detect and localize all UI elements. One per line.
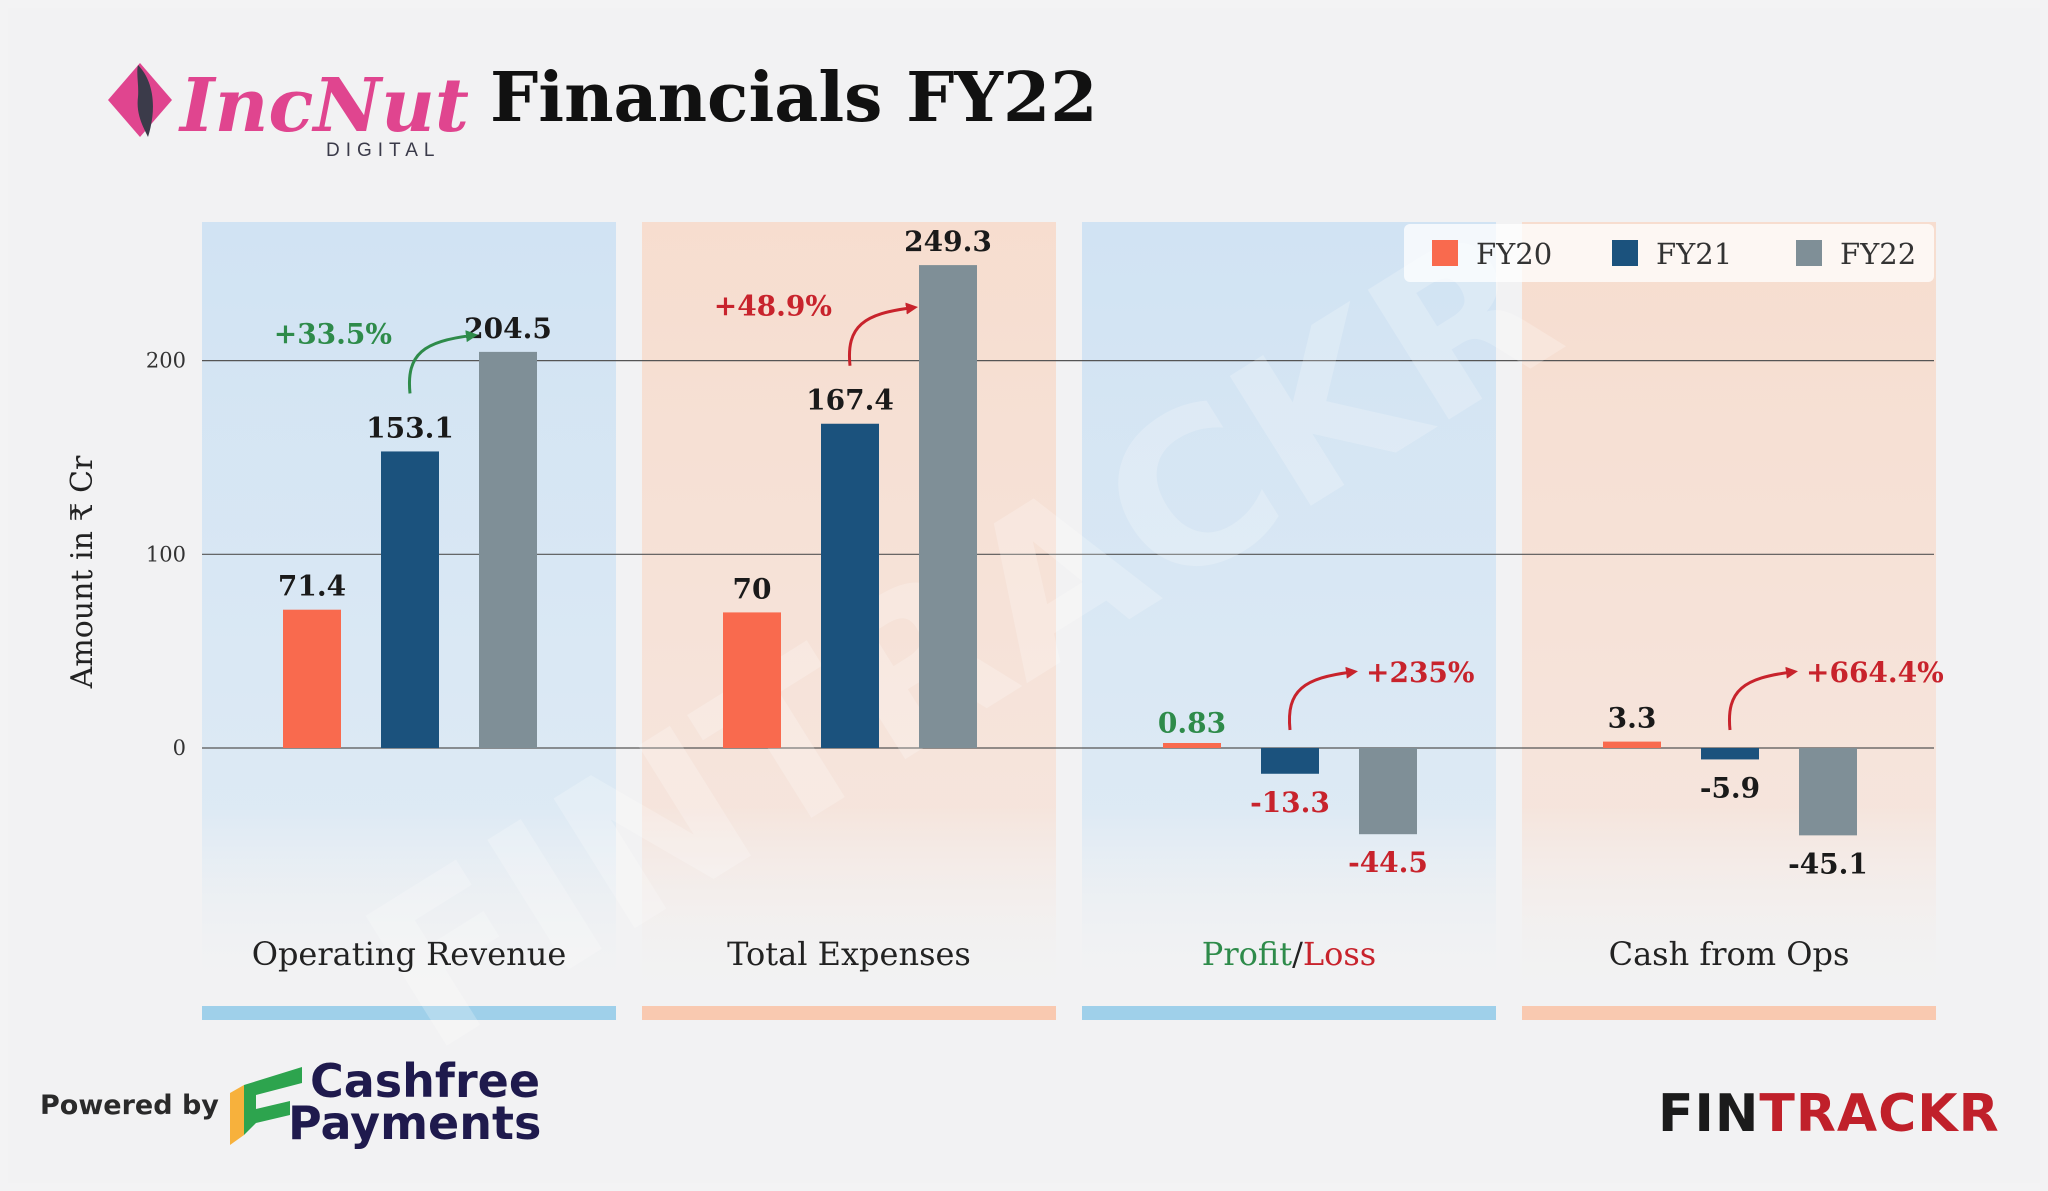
legend-label: FY20 bbox=[1476, 237, 1552, 271]
y-axis: Amount in ₹ Cr 0 100 200 bbox=[65, 349, 186, 760]
data-label: 0.83 bbox=[1158, 706, 1226, 739]
incnut-logo: IncNut DIGITAL bbox=[108, 63, 468, 161]
bar-fy20 bbox=[1163, 743, 1221, 748]
sponsor-name-line2: Payments bbox=[288, 1096, 542, 1150]
logo-subtitle: DIGITAL bbox=[326, 140, 441, 161]
bars bbox=[283, 265, 1857, 836]
bar-fy21 bbox=[821, 423, 879, 748]
legend-swatch bbox=[1612, 240, 1638, 266]
data-label: 204.5 bbox=[464, 312, 552, 345]
category-label: Profit/Loss bbox=[1202, 935, 1376, 973]
legend-swatch bbox=[1796, 240, 1822, 266]
y-tick-label: 0 bbox=[173, 736, 186, 760]
data-label: -45.1 bbox=[1788, 847, 1868, 880]
bar-fy21 bbox=[381, 451, 439, 748]
legend-label: FY22 bbox=[1840, 237, 1916, 271]
data-label: 71.4 bbox=[278, 570, 346, 603]
bar-fy20 bbox=[1603, 741, 1661, 748]
fintrackr-logo-part1: FIN bbox=[1658, 1084, 1760, 1144]
bar-fy21 bbox=[1701, 748, 1759, 760]
panel-bottom-strip bbox=[202, 1006, 616, 1020]
category-label: Operating Revenue bbox=[252, 935, 567, 973]
data-label: -44.5 bbox=[1348, 846, 1428, 879]
legend: FY20 FY21 FY22 bbox=[1404, 224, 1934, 282]
y-axis-label: Amount in ₹ Cr bbox=[65, 455, 100, 689]
panel-bottom-strip bbox=[1082, 1006, 1496, 1020]
growth-label: +235% bbox=[1366, 656, 1475, 689]
panel-background bbox=[1082, 222, 1496, 1002]
page-title: Financials FY22 bbox=[490, 58, 1098, 138]
category-label-part: Profit bbox=[1202, 935, 1292, 973]
sponsor-name-line1: Cashfree bbox=[310, 1054, 541, 1108]
panel-bottom-strip bbox=[1522, 1006, 1936, 1020]
fintrackr-logo-part2: TRACKR bbox=[1759, 1084, 2000, 1144]
incnut-logo-mark bbox=[108, 63, 172, 137]
panel-bottom-strip bbox=[642, 1006, 1056, 1020]
powered-by-label: Powered by bbox=[40, 1090, 219, 1121]
data-label: 70 bbox=[733, 572, 772, 605]
data-label: 167.4 bbox=[806, 384, 894, 417]
data-label: 249.3 bbox=[904, 225, 992, 258]
category-labels: Operating Revenue Total Expenses Profit/Lo… bbox=[252, 935, 1850, 973]
growth-arrow bbox=[1287, 666, 1358, 731]
legend-swatch bbox=[1432, 240, 1458, 266]
growth-annotations: +33.5% +48.9% +235% +664.4% bbox=[274, 290, 1944, 731]
legend-label: FY21 bbox=[1656, 237, 1732, 271]
growth-arrow bbox=[1727, 666, 1798, 731]
growth-label: +48.9% bbox=[714, 290, 832, 323]
data-label: 3.3 bbox=[1608, 702, 1657, 735]
category-label: Cash from Ops bbox=[1609, 935, 1850, 973]
bar-fy22 bbox=[1359, 748, 1417, 835]
fintrackr-logo: FINTRACKR bbox=[1658, 1088, 2000, 1140]
category-label: Total Expenses bbox=[727, 935, 971, 973]
data-label: 153.1 bbox=[366, 411, 454, 444]
bar-fy20 bbox=[283, 609, 341, 748]
bar-fy22 bbox=[1799, 748, 1857, 836]
growth-arrow bbox=[847, 302, 918, 366]
cashfree-logo-icon bbox=[230, 1067, 302, 1145]
panel-background bbox=[1522, 222, 1936, 1002]
category-label-part: Loss bbox=[1303, 935, 1376, 973]
y-tick-label: 100 bbox=[146, 542, 186, 566]
growth-label: +664.4% bbox=[1806, 656, 1944, 689]
growth-arrow bbox=[407, 330, 478, 394]
legend-box bbox=[1404, 224, 1934, 282]
growth-label: +33.5% bbox=[274, 317, 392, 350]
category-label-part: / bbox=[1292, 935, 1303, 973]
data-label: -13.3 bbox=[1250, 786, 1330, 819]
bar-fy22 bbox=[479, 351, 537, 748]
y-tick-label: 200 bbox=[146, 349, 186, 373]
data-label: -5.9 bbox=[1700, 771, 1760, 804]
logo-name: IncNut bbox=[178, 63, 468, 149]
bar-fy22 bbox=[919, 265, 977, 748]
bar-fy20 bbox=[723, 612, 781, 748]
bar-fy21 bbox=[1261, 748, 1319, 774]
data-labels: 71.4 153.1 204.5 70 167.4 249.3 0.83 -13.3 -44.5… bbox=[278, 225, 1868, 880]
